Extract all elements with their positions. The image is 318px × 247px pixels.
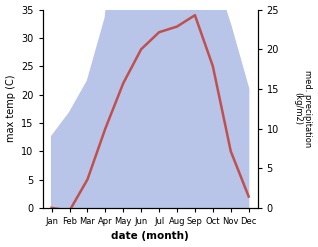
X-axis label: date (month): date (month) bbox=[111, 231, 189, 242]
Y-axis label: med. precipitation
(kg/m2): med. precipitation (kg/m2) bbox=[293, 70, 313, 147]
Y-axis label: max temp (C): max temp (C) bbox=[5, 75, 16, 143]
